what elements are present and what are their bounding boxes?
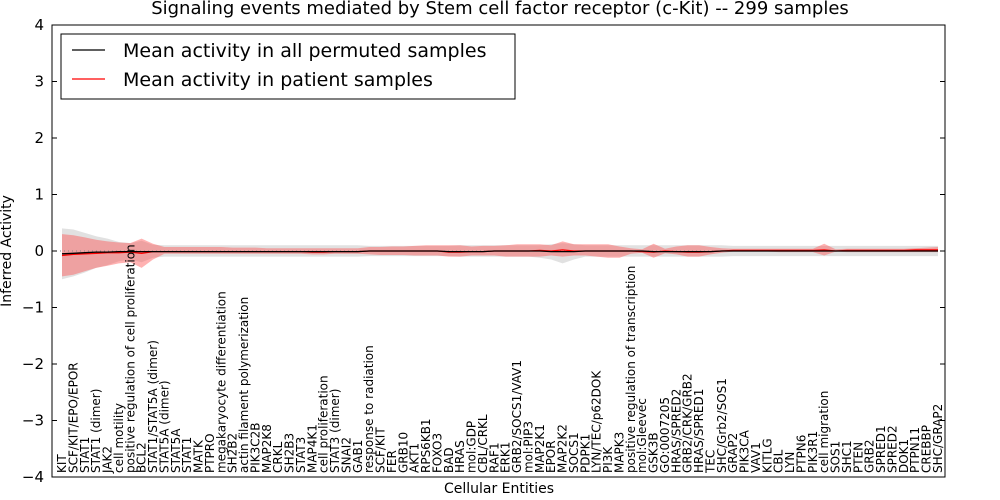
x-axis-label: Cellular Entities bbox=[444, 481, 554, 497]
x-tick-label: STAT3 bbox=[294, 437, 308, 473]
patient-range-band bbox=[62, 234, 938, 277]
x-tick-label: PIK3CA bbox=[738, 429, 752, 473]
x-tick-label: SCF/KIT bbox=[374, 427, 388, 473]
x-tick-label: LYN/TEC/p62DOK bbox=[590, 370, 604, 473]
x-tick-label: PTPN6 bbox=[794, 435, 808, 473]
x-tick-label: GO:0007205 bbox=[658, 397, 672, 473]
x-tick-label: STAT5A bbox=[169, 428, 183, 473]
x-tick-label: FOXO3 bbox=[430, 433, 444, 473]
x-tick-label: MAP2K2 bbox=[556, 424, 570, 473]
x-tick-label: GRAP2 bbox=[726, 433, 740, 473]
x-tick-label: STAT5A (dimer) bbox=[157, 380, 171, 473]
x-tick-label: SOS1 bbox=[829, 441, 843, 473]
x-tick-label: cell motility bbox=[112, 403, 126, 473]
x-tick-label: VAV1 bbox=[749, 442, 763, 473]
x-tick-label: STAT1 (dimer) bbox=[89, 389, 103, 473]
x-tick-label: EPOR bbox=[544, 440, 558, 473]
x-tick-label: GRB10 bbox=[396, 432, 410, 473]
y-tick-label: −4 bbox=[22, 468, 44, 486]
x-tick-label: PDPK1 bbox=[578, 434, 592, 473]
x-tick-label: PIK3C2B bbox=[248, 422, 262, 473]
x-tick-label: RPS6KB1 bbox=[419, 418, 433, 473]
x-tick-label: MAP2K1 bbox=[533, 424, 547, 473]
y-tick-label: 2 bbox=[34, 129, 44, 147]
x-tick-label: response to radiation bbox=[362, 345, 376, 473]
y-tick-label: −1 bbox=[22, 299, 44, 317]
x-tick-label: CBL/CRKL bbox=[476, 414, 490, 473]
x-tick-label: CRKL bbox=[271, 441, 285, 473]
y-tick-label: 4 bbox=[34, 16, 44, 34]
x-tick-label: MAP4K1 bbox=[305, 424, 319, 473]
x-tick-label: MATK bbox=[192, 439, 206, 473]
x-tick-label: PIK3R1 bbox=[806, 431, 820, 473]
x-tick-label: STAT1 bbox=[78, 437, 92, 473]
x-tick-label: KITLG bbox=[760, 438, 774, 473]
legend-label-patient: Mean activity in patient samples bbox=[123, 69, 433, 91]
x-tick-label: GRB2 bbox=[863, 439, 877, 473]
y-tick-label: 0 bbox=[34, 242, 44, 260]
x-tick-label: megakaryocyte differentiation bbox=[214, 291, 228, 473]
x-tick-label: FER bbox=[385, 450, 399, 473]
legend-box bbox=[60, 33, 516, 100]
x-tick-label: positive regulation of cell proliferatio… bbox=[123, 244, 137, 473]
x-tick-label: BCL2 bbox=[135, 442, 149, 473]
chart-title: Signaling events mediated by Stem cell f… bbox=[151, 0, 849, 19]
y-tick-label: 3 bbox=[34, 73, 44, 91]
x-tick-label: SCF/KIT/EPO/EPOR bbox=[66, 362, 80, 473]
x-tick-label: HRAS bbox=[453, 440, 467, 473]
legend: Mean activity in all permuted samples Me… bbox=[60, 33, 516, 100]
x-tick-label: GSK3B bbox=[647, 432, 661, 473]
x-tick-label: PI3K bbox=[601, 446, 615, 473]
x-tick-label: GRB2/SOCS1/VAV1 bbox=[510, 360, 524, 473]
x-tick-label: SOCS1 bbox=[567, 432, 581, 473]
x-tick-label: DOK1 bbox=[897, 439, 911, 473]
x-tick-label: mol:Gleevec bbox=[635, 398, 649, 473]
x-tick-label: SHC/GRAP2 bbox=[931, 404, 945, 473]
x-tick-label: PTPN11 bbox=[908, 427, 922, 473]
x-tick-label: HRAS/SPRED1 bbox=[692, 389, 706, 473]
x-tick-label: SHC/Grb2/SOS1 bbox=[715, 378, 729, 473]
x-tick-label: LYN bbox=[783, 452, 797, 473]
x-tick-label: PTPRO bbox=[203, 433, 217, 473]
x-tick-label: MAP2K8 bbox=[260, 424, 274, 473]
x-tick-label: KIT bbox=[55, 454, 69, 473]
x-tick-label: SH2B2 bbox=[226, 433, 240, 473]
x-tick-label: TEC bbox=[703, 450, 717, 474]
x-tick-label: SPRED1 bbox=[874, 425, 888, 473]
x-tick-label: PTEN bbox=[851, 442, 865, 473]
permuted-mean-line bbox=[61, 250, 938, 255]
x-tick-label: CBL bbox=[772, 449, 786, 473]
y-tick-label: 1 bbox=[34, 186, 44, 204]
x-tick-label: SPRED2 bbox=[885, 425, 899, 473]
x-tick-label: mol:PIP3 bbox=[521, 421, 535, 473]
x-tick-label: cell proliferation bbox=[317, 375, 331, 473]
x-tick-label: cell migration bbox=[817, 391, 831, 473]
permuted-range-band bbox=[62, 228, 938, 280]
x-tick-label: MAPK3 bbox=[612, 432, 626, 473]
x-tick-label: SH2B3 bbox=[283, 433, 297, 473]
x-tick-label: positive regulation of transcription bbox=[624, 266, 638, 473]
y-tick-label: −2 bbox=[22, 355, 44, 373]
x-tick-label: STAT1/STAT5A (dimer) bbox=[146, 340, 160, 473]
x-tick-label: mol:GDP bbox=[465, 421, 479, 473]
x-tick-label: SHC1 bbox=[840, 440, 854, 473]
x-tick-label: GRB2/CRK/GRB2 bbox=[681, 373, 695, 473]
x-tick-label: STAT3 (dimer) bbox=[328, 389, 342, 473]
x-tick-label: JAK2 bbox=[101, 446, 115, 474]
x-tick-label: RAF1 bbox=[487, 442, 501, 473]
legend-label-permuted: Mean activity in all permuted samples bbox=[123, 40, 486, 62]
x-tick-label: HRAS/SPRED2 bbox=[669, 389, 683, 473]
x-tick-label: BAD bbox=[442, 447, 456, 473]
x-tick-label: STAT1 bbox=[180, 437, 194, 473]
x-tick-label: actin filament polymerization bbox=[237, 297, 251, 473]
x-tick-label: CREBBP bbox=[920, 425, 934, 473]
x-tick-label: GAB1 bbox=[351, 440, 365, 473]
y-axis-label: Inferred Activity bbox=[0, 195, 15, 307]
x-tick-label: ERK1 bbox=[499, 442, 513, 473]
x-tick-label: SNAI2 bbox=[339, 437, 353, 473]
x-tick-label: AKT1 bbox=[408, 443, 422, 473]
y-tick-label: −3 bbox=[22, 412, 44, 430]
